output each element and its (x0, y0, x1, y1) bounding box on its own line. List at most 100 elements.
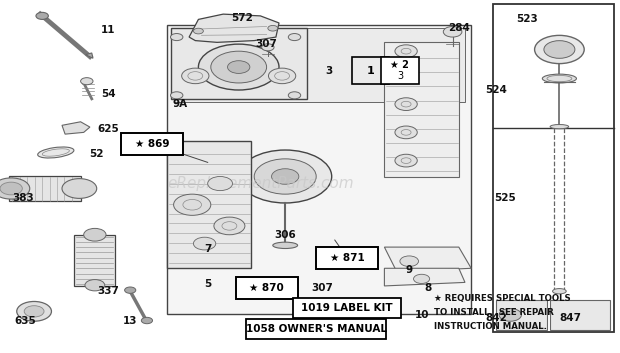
Text: 306: 306 (274, 230, 296, 240)
Text: 847: 847 (559, 313, 582, 323)
Text: 9: 9 (405, 265, 413, 275)
Circle shape (36, 12, 48, 19)
Text: 842: 842 (485, 313, 507, 323)
Bar (9, 176, 81, 201)
Text: INSTRUCTION MANUAL.: INSTRUCTION MANUAL. (434, 322, 547, 331)
Bar (74, 235, 115, 286)
Ellipse shape (542, 74, 577, 83)
Circle shape (24, 306, 44, 317)
Polygon shape (384, 247, 471, 272)
Circle shape (17, 301, 51, 321)
Circle shape (182, 68, 209, 84)
Text: 13: 13 (123, 316, 138, 326)
Bar (170, 28, 307, 99)
Text: 1019 LABEL KIT: 1019 LABEL KIT (301, 303, 393, 313)
Text: 52: 52 (89, 149, 104, 158)
Circle shape (62, 179, 97, 198)
Circle shape (262, 44, 274, 51)
Bar (550, 300, 610, 330)
Text: 5: 5 (204, 279, 211, 289)
Circle shape (125, 287, 136, 293)
Text: 307: 307 (255, 39, 278, 49)
Text: ★ 871: ★ 871 (330, 253, 365, 263)
Bar (121, 133, 183, 155)
Text: 10: 10 (414, 310, 429, 320)
Text: 635: 635 (14, 316, 36, 326)
Circle shape (174, 194, 211, 215)
Text: 625: 625 (97, 124, 120, 134)
Bar (174, 28, 465, 102)
Text: 3: 3 (397, 71, 403, 82)
Text: 11: 11 (101, 25, 116, 35)
Text: 3: 3 (325, 66, 332, 76)
Circle shape (400, 256, 419, 267)
Circle shape (0, 182, 22, 195)
Text: ★ 870: ★ 870 (249, 283, 284, 293)
Circle shape (544, 41, 575, 58)
Text: 284: 284 (448, 23, 470, 33)
Text: ★ REQUIRES SPECIAL TOOLS: ★ REQUIRES SPECIAL TOOLS (434, 294, 571, 303)
Circle shape (198, 44, 279, 90)
Text: 525: 525 (494, 193, 516, 203)
Circle shape (85, 280, 105, 291)
Circle shape (170, 92, 183, 99)
Circle shape (268, 68, 296, 84)
Bar (293, 298, 402, 318)
Bar (247, 319, 386, 339)
Ellipse shape (273, 242, 298, 249)
Text: 337: 337 (97, 286, 120, 296)
Bar (25, 304, 43, 318)
Polygon shape (86, 53, 93, 58)
Ellipse shape (38, 147, 74, 158)
Circle shape (443, 26, 462, 37)
Circle shape (414, 274, 430, 283)
Circle shape (239, 150, 332, 203)
Text: TO INSTALL.  SEE REPAIR: TO INSTALL. SEE REPAIR (434, 308, 554, 317)
Circle shape (214, 217, 245, 235)
Circle shape (193, 28, 203, 34)
Circle shape (499, 309, 521, 321)
Circle shape (395, 66, 417, 79)
Circle shape (268, 25, 278, 31)
Circle shape (534, 35, 584, 64)
Polygon shape (384, 268, 465, 286)
Circle shape (395, 154, 417, 167)
Text: 9A: 9A (172, 99, 187, 109)
Text: 54: 54 (101, 89, 116, 98)
Ellipse shape (552, 289, 566, 294)
Circle shape (395, 126, 417, 139)
Text: ★ 2: ★ 2 (391, 60, 409, 70)
Circle shape (0, 178, 30, 199)
Polygon shape (62, 122, 90, 134)
Circle shape (288, 92, 301, 99)
Bar (381, 57, 419, 84)
Text: 524: 524 (485, 85, 507, 95)
Text: 7: 7 (204, 244, 211, 254)
Text: ★ 869: ★ 869 (135, 139, 169, 149)
Text: eReplacementParts.com: eReplacementParts.com (167, 176, 354, 191)
Text: 523: 523 (516, 14, 538, 24)
Polygon shape (189, 14, 279, 42)
Circle shape (288, 34, 301, 41)
Text: 8: 8 (424, 283, 432, 293)
Circle shape (208, 176, 232, 191)
Bar (496, 300, 547, 330)
Bar (236, 277, 298, 299)
Circle shape (193, 237, 216, 250)
Bar (167, 141, 251, 268)
Circle shape (84, 228, 106, 241)
Circle shape (228, 61, 250, 73)
Text: 572: 572 (231, 13, 253, 23)
Ellipse shape (550, 125, 569, 129)
Circle shape (141, 317, 153, 324)
Text: 1: 1 (367, 66, 374, 76)
Text: 307: 307 (311, 283, 334, 293)
Circle shape (395, 98, 417, 110)
Text: 1058 OWNER'S MANUAL: 1058 OWNER'S MANUAL (246, 324, 387, 334)
Bar (167, 25, 471, 314)
Circle shape (170, 34, 183, 41)
Bar (352, 57, 389, 84)
Circle shape (211, 51, 267, 83)
Circle shape (81, 78, 93, 85)
Bar (316, 247, 378, 269)
